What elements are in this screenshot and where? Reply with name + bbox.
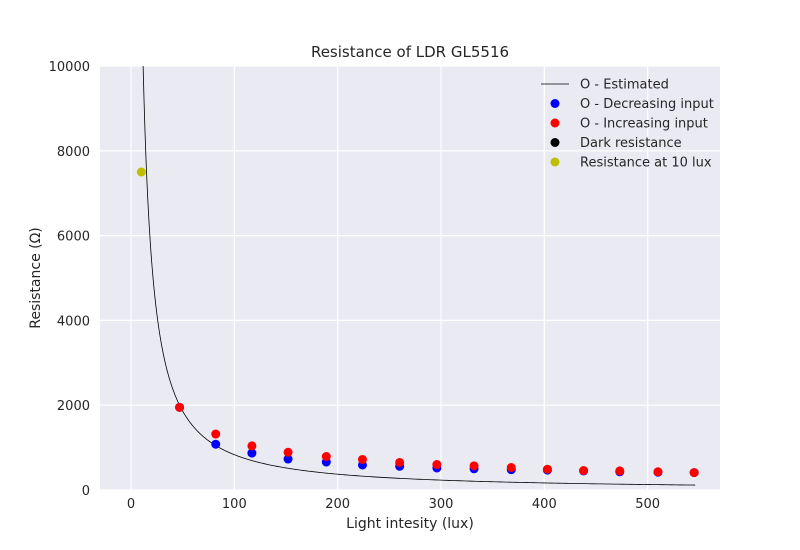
plot-background bbox=[100, 66, 720, 490]
point-o-increasing-input bbox=[395, 457, 405, 467]
legend-marker-resistance-at-10-lux bbox=[550, 157, 560, 167]
gridlines bbox=[100, 65, 720, 491]
y-axis-label: Resistance (Ω) bbox=[28, 227, 44, 329]
legend-label-dark-resistance: Dark resistance bbox=[580, 136, 682, 151]
chart-title: Resistance of LDR GL5516 bbox=[311, 43, 509, 61]
legend-label-o-increasing-input: O - Increasing input bbox=[580, 117, 708, 132]
point-o-increasing-input bbox=[432, 460, 442, 470]
point-o-decreasing-input bbox=[247, 448, 257, 458]
x-axis-ticks: 0 100 200 300 400 500 bbox=[127, 497, 660, 512]
point-o-increasing-input bbox=[321, 452, 331, 462]
point-o-increasing-input bbox=[689, 468, 699, 478]
point-o-increasing-input bbox=[357, 454, 367, 464]
x-tick-label: 500 bbox=[635, 497, 660, 512]
legend-marker-o-decreasing-input bbox=[550, 99, 560, 108]
point-o-increasing-input bbox=[542, 464, 552, 474]
x-tick-label: 200 bbox=[325, 497, 350, 512]
point-o-increasing-input bbox=[211, 429, 221, 439]
y-tick-label: 0 bbox=[82, 484, 90, 499]
point-o-increasing-input bbox=[469, 461, 479, 471]
points-layer bbox=[136, 167, 699, 478]
x-tick-label: 100 bbox=[222, 497, 247, 512]
y-axis-ticks: 0 2000 4000 6000 8000 10000 bbox=[49, 60, 90, 499]
y-tick-label: 8000 bbox=[57, 145, 90, 160]
legend-label-resistance-at-10-lux: Resistance at 10 lux bbox=[580, 156, 712, 171]
point-o-increasing-input bbox=[506, 463, 516, 473]
x-axis-label: Light intesity (lux) bbox=[346, 516, 474, 532]
point-o-increasing-input bbox=[175, 402, 185, 412]
y-tick-label: 10000 bbox=[49, 60, 90, 75]
point-o-decreasing-input bbox=[283, 454, 293, 464]
plot-area bbox=[100, 66, 720, 490]
legend-label-o-estimated: O - Estimated bbox=[580, 78, 669, 93]
point-o-increasing-input bbox=[579, 465, 589, 475]
point-o-increasing-input bbox=[247, 441, 257, 451]
point-resistance-at-10-lux bbox=[136, 167, 146, 177]
point-o-decreasing-input bbox=[211, 439, 221, 449]
y-tick-label: 4000 bbox=[57, 314, 90, 329]
point-o-increasing-input bbox=[283, 447, 293, 457]
legend-label-o-decreasing-input: O - Decreasing input bbox=[580, 97, 714, 112]
x-tick-label: 0 bbox=[127, 497, 135, 512]
estimated-curve-layer bbox=[142, 66, 696, 486]
y-tick-label: 2000 bbox=[57, 399, 90, 414]
point-o-increasing-input bbox=[615, 466, 625, 476]
y-tick-label: 6000 bbox=[57, 230, 90, 245]
x-tick-label: 400 bbox=[532, 497, 557, 512]
legend-marker-o-increasing-input bbox=[550, 118, 560, 128]
legend-marker-dark-resistance bbox=[550, 138, 560, 147]
point-o-increasing-input bbox=[653, 467, 663, 477]
x-tick-label: 300 bbox=[429, 497, 454, 512]
estimated-curve-line bbox=[142, 66, 696, 486]
legend: O - Estimated O - Decreasing input O - Inc… bbox=[541, 78, 714, 171]
